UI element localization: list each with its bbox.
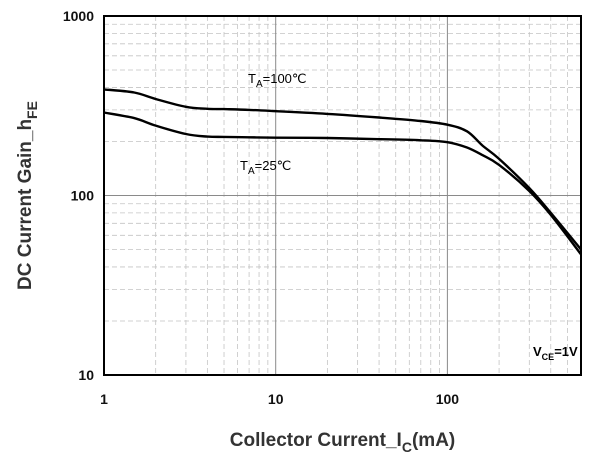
series-line-ta-100 xyxy=(103,88,582,251)
series-layer xyxy=(103,88,582,256)
x-tick-label: 1 xyxy=(100,391,108,407)
plot-frame xyxy=(103,15,582,376)
y-axis-label: DC Current Gain_hFE xyxy=(15,101,40,290)
series-line-ta-25 xyxy=(103,111,582,256)
annotation-vce: VCE=1V xyxy=(533,344,578,362)
y-tick-label: 10 xyxy=(78,367,94,383)
tick-labels: 1 10 100 10 100 1000 xyxy=(63,8,459,407)
y-tick-label: 100 xyxy=(71,188,95,204)
x-tick-label: 100 xyxy=(436,391,460,407)
y-tick-label: 1000 xyxy=(63,8,94,24)
annotation-ta-25: TA=25℃ xyxy=(240,158,291,177)
annotation-ta-100: TA=100℃ xyxy=(248,71,307,90)
x-tick-label: 10 xyxy=(268,391,284,407)
major-grid xyxy=(104,16,581,375)
x-axis-label: Collector Current_IC(mA) xyxy=(230,430,456,455)
